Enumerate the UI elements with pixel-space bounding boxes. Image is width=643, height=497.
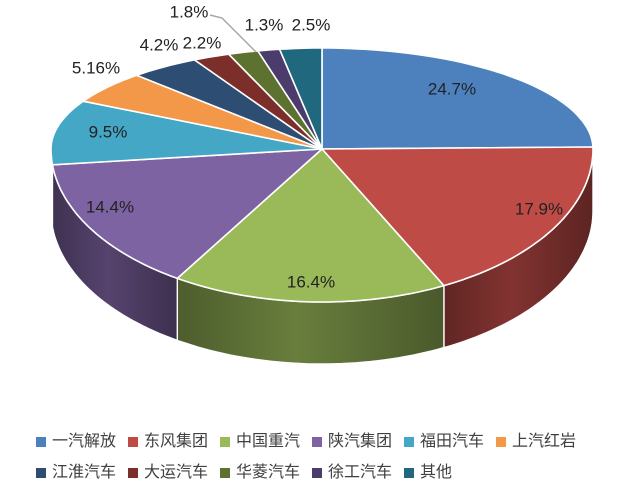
pie-slice-10 bbox=[278, 47, 323, 150]
legend-swatch bbox=[312, 437, 322, 447]
legend-item-2: 中国重汽 bbox=[220, 434, 312, 450]
legend-label: 东风集团 bbox=[144, 433, 209, 450]
slice-label-1: 17.9% bbox=[515, 200, 563, 219]
pie-labels: 24.7% 17.9% 16.4% 14.4% 9.5% 5.16% 4.2% 2.2% 1.8… bbox=[72, 3, 563, 292]
slice-label-4: 9.5% bbox=[89, 123, 128, 142]
legend-label: 江淮汽车 bbox=[52, 464, 117, 481]
legend-row-1: 江淮汽车 大运汽车 华菱汽车 徐工汽车 其他 bbox=[36, 460, 616, 486]
legend-item-5: 上汽红岩 bbox=[496, 434, 576, 450]
legend-item-8: 华菱汽车 bbox=[220, 465, 312, 481]
pie-side-walls bbox=[50, 148, 594, 365]
legend-swatch bbox=[220, 468, 230, 478]
legend-item-6: 江淮汽车 bbox=[36, 465, 128, 481]
legend-item-3: 陕汽集团 bbox=[312, 434, 404, 450]
legend-swatch bbox=[36, 468, 46, 478]
legend-swatch bbox=[404, 468, 414, 478]
legend-item-0: 一汽解放 bbox=[36, 434, 128, 450]
slice-label-10: 2.5% bbox=[292, 16, 331, 35]
legend-label: 大运汽车 bbox=[144, 464, 209, 481]
legend-label: 其他 bbox=[420, 464, 453, 481]
pie-slice-1 bbox=[321, 146, 594, 287]
legend-label: 中国重汽 bbox=[236, 433, 301, 450]
legend-swatch bbox=[128, 437, 138, 447]
legend-swatch bbox=[312, 468, 322, 478]
legend-label: 上汽红岩 bbox=[512, 433, 577, 450]
pie-chart-3d: 24.7% 17.9% 16.4% 14.4% 9.5% 5.16% 4.2% 2.2% 1.8… bbox=[50, 3, 594, 365]
legend-label: 华菱汽车 bbox=[236, 464, 301, 481]
slice-label-8: 1.8% bbox=[170, 3, 209, 22]
legend-item-4: 福田汽车 bbox=[404, 434, 496, 450]
legend-label: 福田汽车 bbox=[420, 433, 485, 450]
legend-label: 一汽解放 bbox=[52, 433, 117, 450]
slice-label-5: 5.16% bbox=[72, 59, 120, 78]
legend-row-0: 一汽解放 东风集团 中国重汽 陕汽集团 福田汽车 上汽红岩 bbox=[36, 429, 616, 455]
legend-item-1: 东风集团 bbox=[128, 434, 220, 450]
slice-label-3: 14.4% bbox=[86, 198, 134, 217]
legend-item-7: 大运汽车 bbox=[128, 465, 220, 481]
legend-swatch bbox=[496, 437, 506, 447]
pie-slice-2 bbox=[176, 148, 445, 303]
legend-swatch bbox=[220, 437, 230, 447]
legend-swatch bbox=[404, 437, 414, 447]
legend-label: 徐工汽车 bbox=[328, 464, 393, 481]
legend-item-10: 其他 bbox=[404, 465, 452, 481]
pie-slice-4 bbox=[50, 100, 323, 166]
legend-swatch bbox=[128, 468, 138, 478]
slice-label-9: 1.3% bbox=[245, 16, 284, 35]
pie-top-slices bbox=[50, 47, 594, 303]
pie-slice-6 bbox=[135, 59, 323, 150]
slice-label-7: 2.2% bbox=[183, 34, 222, 53]
legend-item-9: 徐工汽车 bbox=[312, 465, 404, 481]
pie-slice-3 bbox=[51, 148, 323, 280]
pie-slice-5 bbox=[82, 74, 323, 150]
legend: 一汽解放 东风集团 中国重汽 陕汽集团 福田汽车 上汽红岩江淮汽车 大运汽车 华菱汽车 徐工汽车… bbox=[36, 429, 616, 486]
legend-swatch bbox=[36, 437, 46, 447]
pie-slice-0 bbox=[321, 47, 594, 150]
legend-label: 陕汽集团 bbox=[328, 433, 393, 450]
leader-line bbox=[209, 14, 257, 53]
slice-label-2: 16.4% bbox=[287, 273, 335, 292]
slice-label-6: 4.2% bbox=[140, 36, 179, 55]
slice-label-0: 24.7% bbox=[428, 80, 476, 99]
